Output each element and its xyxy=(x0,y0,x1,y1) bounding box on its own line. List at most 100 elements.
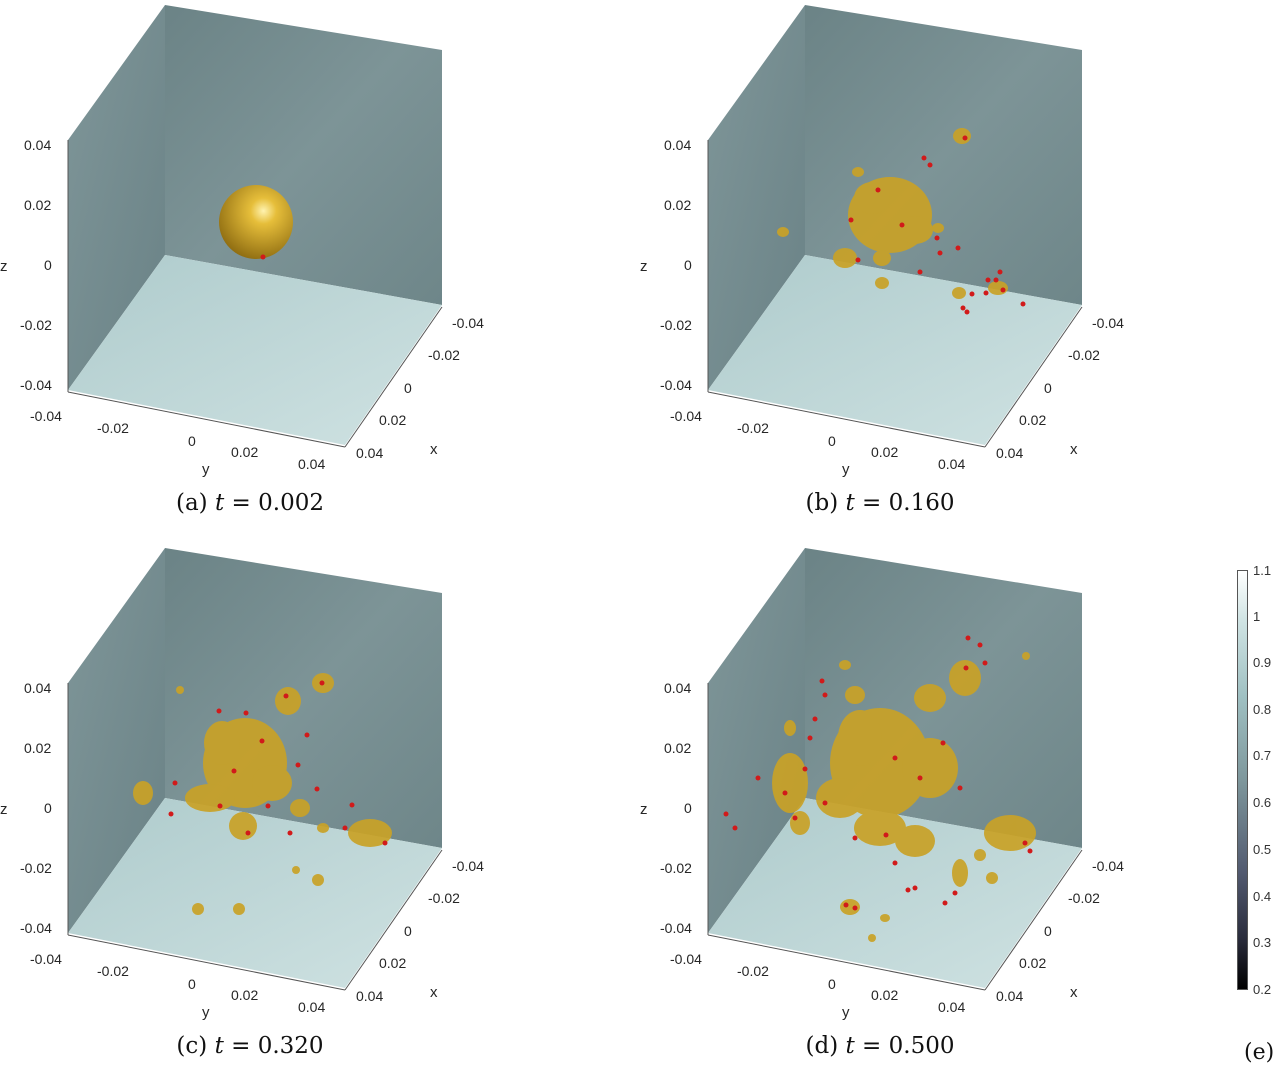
z-tick: -0.02 xyxy=(660,317,692,333)
x-tick: 0 xyxy=(1044,380,1052,396)
z-tick: 0.02 xyxy=(24,740,52,756)
x-axis-label: x xyxy=(1070,984,1078,1001)
x-axis-label: x xyxy=(1070,441,1078,458)
plot-box-b xyxy=(707,5,1083,448)
panel-c: 0.04 0.02 0 -0.02 -0.04 z -0.04 -0.02 0 … xyxy=(0,543,484,1059)
z-tick: -0.02 xyxy=(20,317,52,333)
isosurface-blobs xyxy=(772,652,1036,942)
y-tick: -0.02 xyxy=(97,963,129,979)
z-tick: -0.04 xyxy=(20,920,52,936)
x-tick: 0.02 xyxy=(379,412,407,428)
particle xyxy=(260,254,266,260)
particles xyxy=(723,635,1033,911)
y-tick: 0.04 xyxy=(298,999,326,1015)
z-tick: -0.02 xyxy=(20,860,52,876)
z-tick: -0.04 xyxy=(660,377,692,393)
y-tick: 0.04 xyxy=(298,456,326,472)
plot-box-a xyxy=(67,5,443,448)
z-axis-label: z xyxy=(640,801,648,818)
z-tick: -0.02 xyxy=(660,860,692,876)
colorbar-tick: 0.6 xyxy=(1253,795,1272,810)
y-axis-label: y xyxy=(842,461,850,478)
y-tick: 0.02 xyxy=(231,444,259,460)
x-tick: 0.04 xyxy=(996,445,1024,461)
x-axis-label: x xyxy=(430,441,438,458)
z-tick: 0.02 xyxy=(664,740,692,756)
x-tick: 0.04 xyxy=(356,988,384,1004)
x-tick: -0.04 xyxy=(1092,858,1124,874)
z-tick: 0.04 xyxy=(24,137,52,153)
plot-box-d xyxy=(707,548,1083,991)
caption-b: (b) t = 0.160 xyxy=(805,490,955,516)
z-axis-label: z xyxy=(0,801,8,818)
x-tick: 0.02 xyxy=(1019,412,1047,428)
x-tick: -0.04 xyxy=(452,315,484,331)
colorbar-tick: 0.7 xyxy=(1253,748,1272,763)
z-axis-label: z xyxy=(0,258,8,275)
y-tick: -0.04 xyxy=(30,408,62,424)
y-tick: 0.04 xyxy=(938,999,966,1015)
caption-c: (c) t = 0.320 xyxy=(176,1033,324,1059)
y-tick: 0 xyxy=(188,976,196,992)
y-axis-label: y xyxy=(202,461,210,478)
caption-d: (d) t = 0.500 xyxy=(805,1033,955,1059)
colorbar xyxy=(1237,570,1248,990)
z-tick: -0.04 xyxy=(20,377,52,393)
panel-d: 0.04 0.02 0 -0.02 -0.04 z -0.04 -0.02 0 … xyxy=(640,543,1124,1059)
left-wall xyxy=(68,5,165,390)
y-tick: -0.04 xyxy=(670,951,702,967)
isosurface-blobs xyxy=(777,128,1008,299)
z-tick: 0.04 xyxy=(664,680,692,696)
colorbar-tick: 0.2 xyxy=(1253,982,1272,997)
x-tick: 0.04 xyxy=(996,988,1024,1004)
z-tick: 0.04 xyxy=(664,137,692,153)
x-tick: -0.04 xyxy=(452,858,484,874)
colorbar-tick: 1.1 xyxy=(1253,563,1272,578)
particles xyxy=(848,135,1026,315)
y-tick: -0.02 xyxy=(737,963,769,979)
colorbar-tick: 0.8 xyxy=(1253,702,1272,717)
x-tick: -0.02 xyxy=(1068,347,1100,363)
y-tick: -0.02 xyxy=(737,420,769,436)
y-tick: 0.02 xyxy=(871,444,899,460)
x-tick: -0.02 xyxy=(428,347,460,363)
x-tick: -0.02 xyxy=(428,890,460,906)
z-tick: 0 xyxy=(44,257,52,273)
x-tick: 0.02 xyxy=(1019,955,1047,971)
z-axis-label: z xyxy=(640,258,648,275)
panel-a: 0.04 0.02 0 -0.02 -0.04 z -0.04 -0.02 0 … xyxy=(0,0,484,516)
z-tick: -0.04 xyxy=(660,920,692,936)
z-tick: 0 xyxy=(684,257,692,273)
x-tick: 0.04 xyxy=(356,445,384,461)
y-tick: 0.02 xyxy=(231,987,259,1003)
x-tick: 0 xyxy=(1044,923,1052,939)
colorbar-tick: 0.4 xyxy=(1253,889,1272,904)
x-tick: 0 xyxy=(404,923,412,939)
y-axis-label: y xyxy=(842,1004,850,1021)
y-tick: 0 xyxy=(188,433,196,449)
z-tick: 0.02 xyxy=(24,197,52,213)
x-axis-label: x xyxy=(430,984,438,1001)
y-tick: -0.04 xyxy=(30,951,62,967)
particles xyxy=(168,680,388,846)
x-tick: -0.04 xyxy=(1092,315,1124,331)
y-tick: 0 xyxy=(828,976,836,992)
plot-box-c xyxy=(67,548,443,991)
z-tick: 0.02 xyxy=(664,197,692,213)
colorbar-caption: (e) xyxy=(1244,1040,1275,1065)
y-tick: 0.02 xyxy=(871,987,899,1003)
y-tick: -0.04 xyxy=(670,408,702,424)
colorbar-tick: 0.5 xyxy=(1253,842,1272,857)
x-tick: 0 xyxy=(404,380,412,396)
droplet-isosurface xyxy=(219,185,293,259)
y-tick: 0 xyxy=(828,433,836,449)
floor xyxy=(68,255,442,445)
z-tick: 0 xyxy=(44,800,52,816)
panel-b: 0.04 0.02 0 -0.02 -0.04 z -0.04 -0.02 0 … xyxy=(640,0,1124,516)
y-tick: 0.04 xyxy=(938,456,966,472)
x-tick: -0.02 xyxy=(1068,890,1100,906)
isosurface-blobs xyxy=(133,673,392,915)
colorbar-tick: 1 xyxy=(1253,609,1261,624)
y-tick: -0.02 xyxy=(97,420,129,436)
z-tick: 0 xyxy=(684,800,692,816)
